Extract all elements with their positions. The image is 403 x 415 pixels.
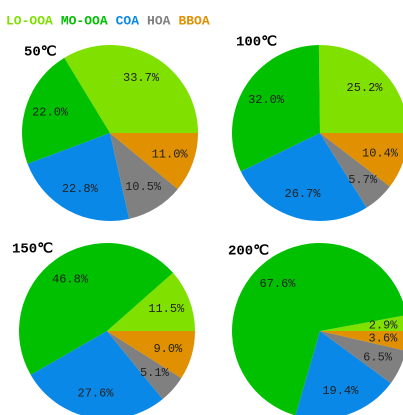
pie-slice — [320, 331, 403, 384]
pie-slice — [320, 315, 403, 331]
pie-slice — [21, 57, 110, 164]
pie-title: 100℃ — [236, 35, 277, 51]
slice-label: 3.6% — [369, 331, 399, 345]
legend-entry: HOA — [147, 13, 171, 28]
slice-label: 19.4% — [322, 384, 359, 398]
pie-slice — [107, 331, 182, 400]
slice-label: 5.1% — [140, 366, 170, 380]
slice-label: 25.2% — [347, 81, 384, 95]
pie-slice — [232, 243, 403, 415]
pie-title: 150℃ — [12, 242, 53, 258]
pie-slice — [295, 331, 391, 415]
slice-label: 10.5% — [125, 180, 162, 194]
slice-label: 2.9% — [369, 318, 399, 332]
slice-label: 11.0% — [152, 148, 189, 162]
pie-slice — [231, 45, 320, 172]
slice-label: 10.4% — [362, 147, 399, 161]
pie-slice — [320, 133, 390, 208]
pie-slice — [110, 133, 178, 219]
slice-label: 26.7% — [285, 187, 322, 201]
legend-entry: BBOA — [178, 13, 209, 28]
slice-label: 22.8% — [62, 182, 99, 196]
slice-label: 6.5% — [363, 351, 393, 365]
slice-label: 27.6% — [78, 386, 115, 400]
slice-label: 22.0% — [32, 105, 69, 119]
pie-slice — [64, 45, 198, 133]
pie-slice — [320, 331, 403, 351]
pie-slice — [240, 133, 367, 221]
pie-slice — [27, 133, 130, 222]
slice-label: 33.7% — [123, 71, 160, 85]
pie-slice — [320, 133, 403, 187]
slice-label: 32.0% — [248, 93, 285, 107]
pie-slice — [18, 242, 174, 375]
slice-label: 5.7% — [348, 173, 378, 187]
pie-slice — [318, 45, 403, 133]
legend-entry: MO-OOA — [61, 13, 108, 28]
slice-label: 9.0% — [153, 342, 183, 356]
pie-slice — [107, 331, 195, 379]
pie-title: 50℃ — [24, 45, 57, 61]
legend-entry: COA — [116, 13, 140, 28]
legend-entry: LO-OOA — [6, 13, 53, 28]
pie-title: 200℃ — [228, 244, 269, 260]
slice-label: 46.8% — [52, 273, 89, 287]
pie-slice — [30, 331, 163, 415]
slice-label: 11.5% — [148, 302, 185, 316]
pie-slice — [107, 272, 195, 331]
pie-slice — [110, 133, 198, 190]
slice-label: 67.6% — [259, 277, 296, 291]
